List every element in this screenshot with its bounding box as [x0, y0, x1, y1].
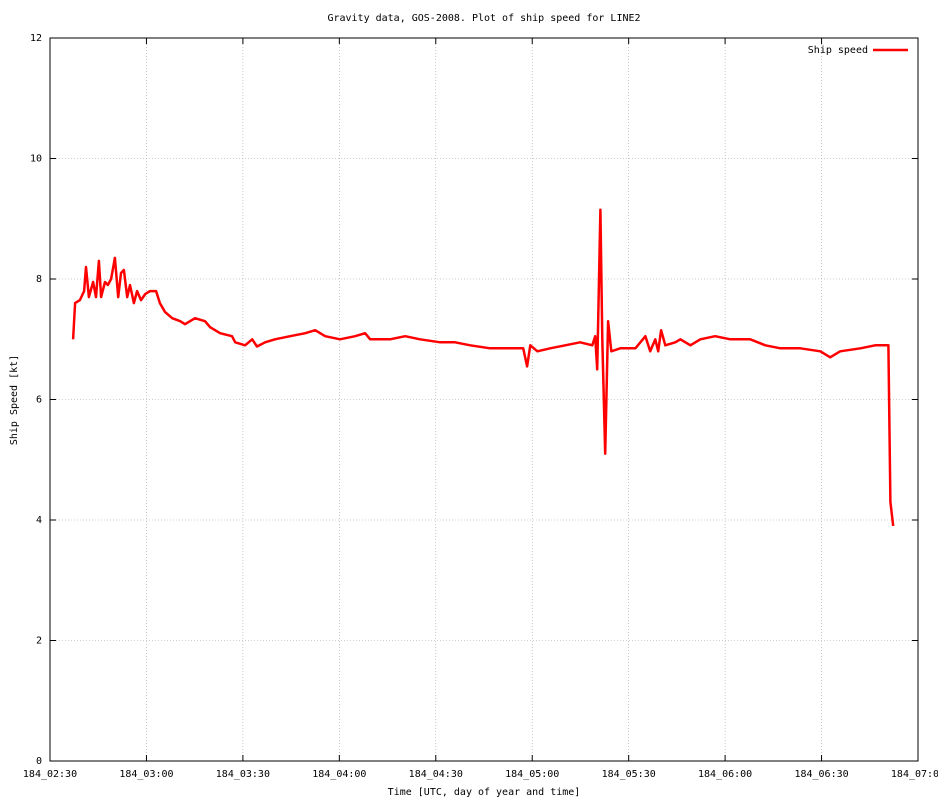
y-tick-label: 8 — [36, 274, 42, 285]
y-tick-label: 12 — [30, 33, 42, 44]
y-tick-label: 2 — [36, 636, 42, 647]
x-tick-label: 184_02:30 — [23, 769, 77, 780]
plot-border — [49, 37, 919, 762]
data-line — [71, 208, 895, 527]
x-tick-label: 184_05:00 — [505, 769, 559, 780]
y-tick-label: 10 — [30, 154, 42, 165]
x-tick-label: 184_04:00 — [312, 769, 366, 780]
y-tick-label: 0 — [36, 756, 42, 767]
x-tick-label: 184_03:30 — [216, 769, 270, 780]
x-axis-label: Time [UTC, day of year and time] — [388, 787, 581, 798]
y-tick-label: 4 — [36, 515, 42, 526]
x-tick-label: 184_05:30 — [602, 769, 656, 780]
x-tick-label: 184_04:30 — [409, 769, 463, 780]
y-axis-label: Ship Speed [kt] — [9, 355, 20, 445]
x-tick-label: 184_06:00 — [698, 769, 752, 780]
chart-title: Gravity data, GOS-2008. Plot of ship spe… — [327, 13, 640, 24]
x-tick-label: 184_03:00 — [119, 769, 173, 780]
y-tick-label: 6 — [36, 395, 42, 406]
legend-label: Ship speed — [808, 45, 868, 56]
x-tick-label: 184_06:30 — [794, 769, 848, 780]
x-tick-label: 184_07:00 — [891, 769, 938, 780]
